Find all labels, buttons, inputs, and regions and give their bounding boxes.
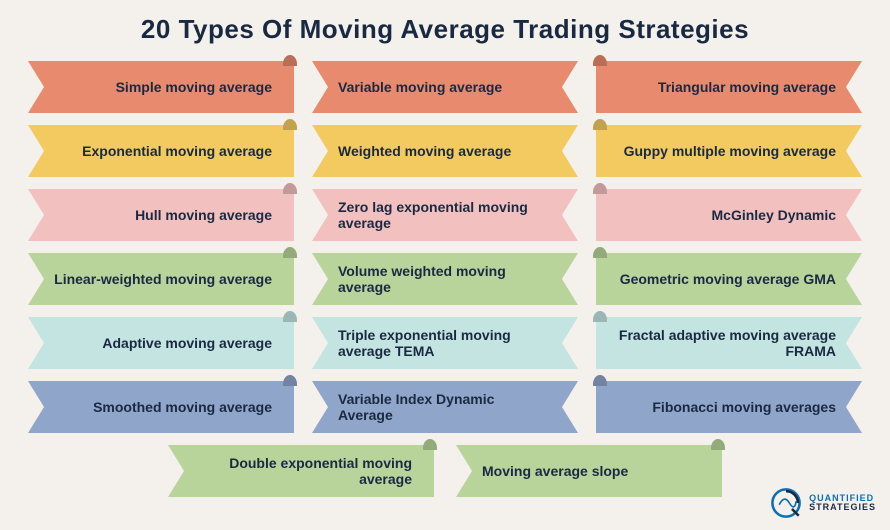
strategy-row: Adaptive moving average Triple exponentia… — [18, 317, 872, 369]
strategy-label: Adaptive moving average — [102, 335, 272, 351]
brand-logo-text: QUANTIFIED STRATEGIES — [809, 494, 876, 513]
brand-logo-icon — [769, 486, 803, 520]
ribbon-curl-icon — [593, 247, 607, 258]
ribbon-curl-icon — [283, 375, 297, 386]
page-title: 20 Types Of Moving Average Trading Strat… — [0, 0, 890, 55]
strategy-label: Zero lag exponential moving average — [338, 199, 552, 231]
strategy-label: Variable moving average — [338, 79, 502, 95]
strategy-row: Linear-weighted moving average Volume wei… — [18, 253, 872, 305]
strategy-label: Volume weighted moving average — [338, 263, 552, 295]
strategy-label: Hull moving average — [135, 207, 272, 223]
strategy-label: Smoothed moving average — [93, 399, 272, 415]
strategy-ribbon: Triple exponential moving average TEMA — [312, 317, 578, 369]
strategy-ribbon: Fibonacci moving averages — [596, 381, 862, 433]
strategy-label: Exponential moving average — [82, 143, 272, 159]
brand-logo: QUANTIFIED STRATEGIES — [769, 486, 876, 520]
strategy-ribbon: Exponential moving average — [28, 125, 294, 177]
strategy-ribbon: Smoothed moving average — [28, 381, 294, 433]
ribbon-curl-icon — [593, 311, 607, 322]
strategy-label: Geometric moving average GMA — [620, 271, 836, 287]
brand-line2: STRATEGIES — [809, 503, 876, 512]
strategy-row: Hull moving average Zero lag exponential … — [18, 189, 872, 241]
strategy-ribbon: Adaptive moving average — [28, 317, 294, 369]
ribbon-curl-icon — [283, 55, 297, 66]
strategy-ribbon: Triangular moving average — [596, 61, 862, 113]
ribbon-curl-icon — [711, 439, 725, 450]
strategy-label: Variable Index Dynamic Average — [338, 391, 552, 423]
strategy-label: Weighted moving average — [338, 143, 511, 159]
ribbon-curl-icon — [283, 311, 297, 322]
strategy-label: Fibonacci moving averages — [652, 399, 836, 415]
strategy-label: Guppy multiple moving average — [624, 143, 836, 159]
strategy-ribbon: Double exponential moving average — [168, 445, 434, 497]
strategy-label: McGinley Dynamic — [712, 207, 837, 223]
strategy-ribbon: Linear-weighted moving average — [28, 253, 294, 305]
strategy-ribbon: Guppy multiple moving average — [596, 125, 862, 177]
strategy-row: Smoothed moving average Variable Index Dy… — [18, 381, 872, 433]
strategy-ribbon: Variable Index Dynamic Average — [312, 381, 578, 433]
strategy-ribbon: Hull moving average — [28, 189, 294, 241]
strategy-ribbon: Moving average slope — [456, 445, 722, 497]
strategy-ribbon: Simple moving average — [28, 61, 294, 113]
strategy-label: Triangular moving average — [658, 79, 836, 95]
ribbon-curl-icon — [593, 375, 607, 386]
strategy-ribbon: Fractal adaptive moving average FRAMA — [596, 317, 862, 369]
strategy-label: Triple exponential moving average TEMA — [338, 327, 552, 359]
strategy-label: Linear-weighted moving average — [54, 271, 272, 287]
strategy-ribbon: McGinley Dynamic — [596, 189, 862, 241]
ribbon-curl-icon — [593, 119, 607, 130]
strategy-label: Fractal adaptive moving average FRAMA — [618, 327, 836, 359]
strategy-row: Exponential moving average Weighted movin… — [18, 125, 872, 177]
strategy-ribbon: Zero lag exponential moving average — [312, 189, 578, 241]
strategy-ribbon: Variable moving average — [312, 61, 578, 113]
strategy-label: Double exponential moving average — [194, 455, 412, 487]
strategies-grid: Simple moving average Variable moving ave… — [0, 55, 890, 497]
ribbon-curl-icon — [593, 183, 607, 194]
ribbon-curl-icon — [283, 247, 297, 258]
strategy-label: Simple moving average — [116, 79, 272, 95]
strategy-row: Double exponential moving average Moving … — [18, 445, 872, 497]
ribbon-curl-icon — [423, 439, 437, 450]
strategy-row: Simple moving average Variable moving ave… — [18, 61, 872, 113]
strategy-ribbon: Weighted moving average — [312, 125, 578, 177]
ribbon-curl-icon — [593, 55, 607, 66]
strategy-ribbon: Volume weighted moving average — [312, 253, 578, 305]
ribbon-curl-icon — [283, 183, 297, 194]
strategy-label: Moving average slope — [482, 463, 628, 479]
ribbon-curl-icon — [283, 119, 297, 130]
strategy-ribbon: Geometric moving average GMA — [596, 253, 862, 305]
